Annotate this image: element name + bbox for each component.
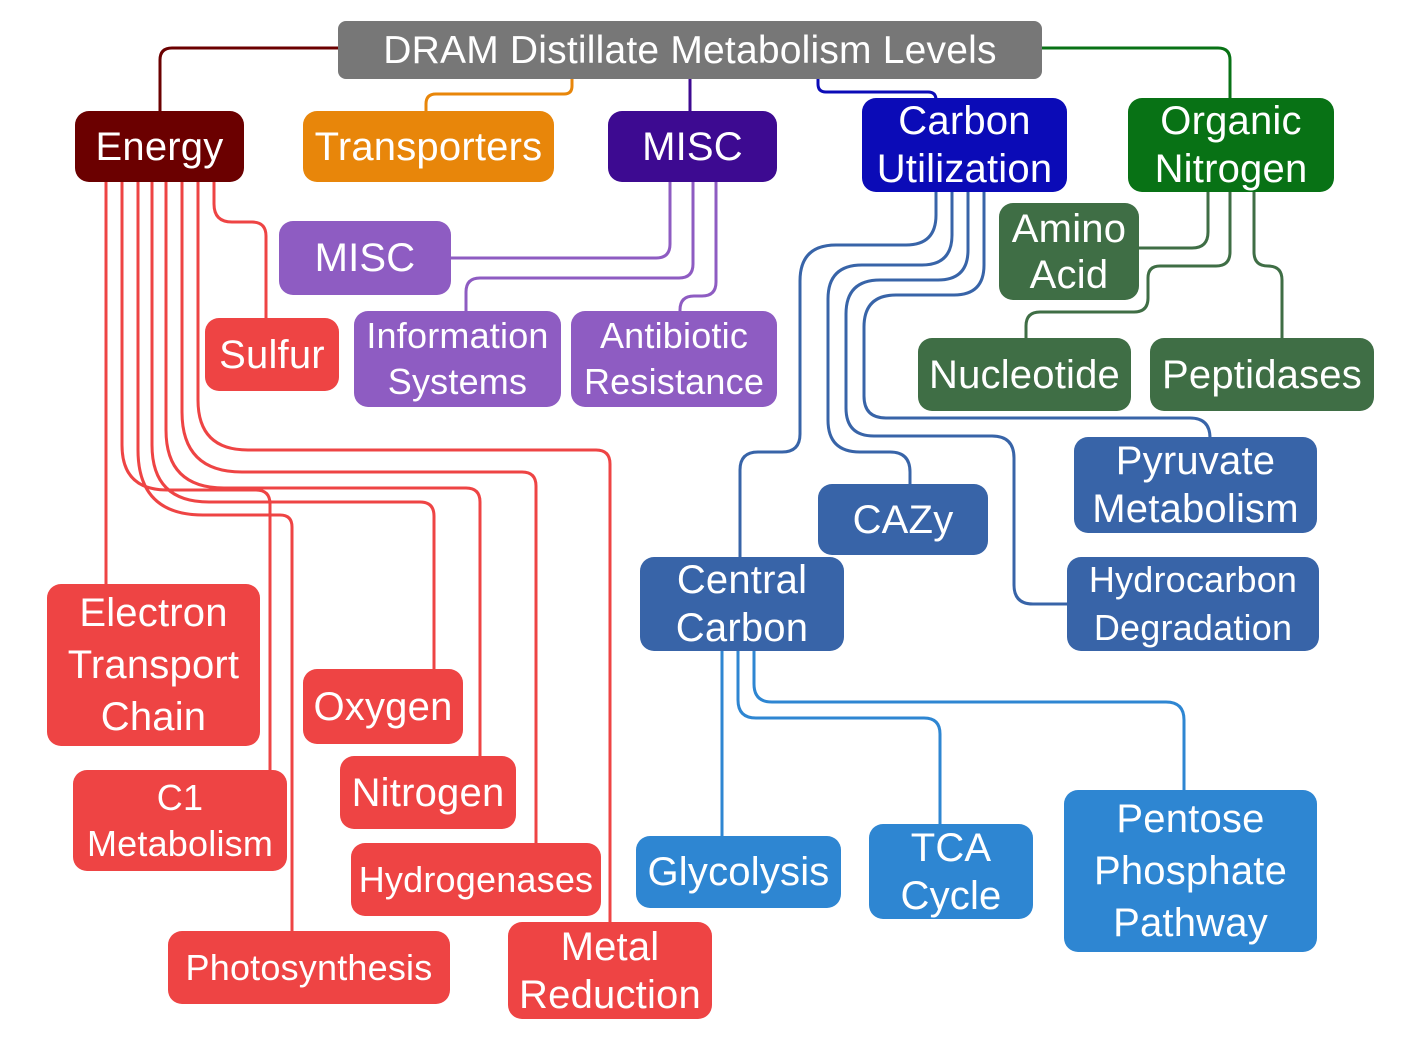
link-energy-sulfur: [212, 182, 268, 320]
node-amino-acid: Amino Acid: [999, 203, 1139, 300]
node-c1-metabolism: C1 Metabolism: [73, 770, 287, 871]
link-carbon-cazy: [826, 190, 954, 486]
node-organic-nitrogen: Organic Nitrogen: [1128, 98, 1334, 192]
link-orgn-peptidases: [1252, 190, 1284, 340]
node-misc: MISC: [608, 111, 777, 182]
node-oxygen: Oxygen: [303, 669, 463, 744]
link-misc-miscsub: [450, 182, 672, 260]
node-energy: Energy: [75, 111, 244, 182]
node-misc-sub: MISC: [279, 221, 451, 295]
link-carbon-hydrocarbon: [844, 190, 1068, 606]
link-carbon-pyruvate: [862, 190, 1212, 439]
node-cazy: CAZy: [818, 484, 988, 555]
node-transporters: Transporters: [303, 111, 554, 182]
link-energy-hydrogenases: [180, 182, 538, 845]
node-peptidases: Peptidases: [1150, 338, 1374, 411]
link-energy-photosynthesis: [136, 182, 294, 932]
node-glycolysis: Glycolysis: [636, 836, 841, 908]
link-central-pentose: [752, 650, 1186, 792]
link-energy-oxygen: [150, 182, 436, 670]
link-title-transporters: [424, 78, 574, 112]
node-sulfur: Sulfur: [205, 318, 339, 391]
node-pentose-phosphate-pathway: Pentose Phosphate Pathway: [1064, 790, 1317, 952]
node-electron-transport-chain: Electron Transport Chain: [47, 584, 260, 746]
node-central-carbon: Central Carbon: [640, 557, 844, 651]
link-orgn-amino: [1138, 190, 1210, 250]
node-photosynthesis: Photosynthesis: [168, 931, 450, 1004]
diagram-title: DRAM Distillate Metabolism Levels: [338, 21, 1042, 79]
link-title-orgn: [1042, 46, 1232, 100]
link-carbon-central: [738, 190, 938, 560]
link-title-energy: [158, 46, 340, 112]
node-antibiotic-resistance: Antibiotic Resistance: [571, 311, 777, 407]
node-nucleotide: Nucleotide: [918, 338, 1131, 411]
link-energy-metal: [196, 182, 612, 924]
node-pyruvate-metabolism: Pyruvate Metabolism: [1074, 437, 1317, 533]
node-information-systems: Information Systems: [354, 311, 561, 407]
link-central-tca: [736, 650, 942, 826]
node-metal-reduction: Metal Reduction: [508, 922, 712, 1019]
node-tca-cycle: TCA Cycle: [869, 824, 1033, 919]
link-misc-info: [464, 182, 695, 312]
link-energy-nitrogen: [164, 182, 482, 758]
link-title-carbon: [816, 78, 938, 101]
node-hydrogenases: Hydrogenases: [351, 843, 601, 916]
link-misc-antibiotic: [678, 182, 718, 312]
node-carbon-utilization: Carbon Utilization: [862, 98, 1067, 192]
link-orgn-nucleotide: [1024, 190, 1232, 340]
node-hydrocarbon-degradation: Hydrocarbon Degradation: [1067, 557, 1319, 651]
node-nitrogen: Nitrogen: [340, 756, 516, 829]
